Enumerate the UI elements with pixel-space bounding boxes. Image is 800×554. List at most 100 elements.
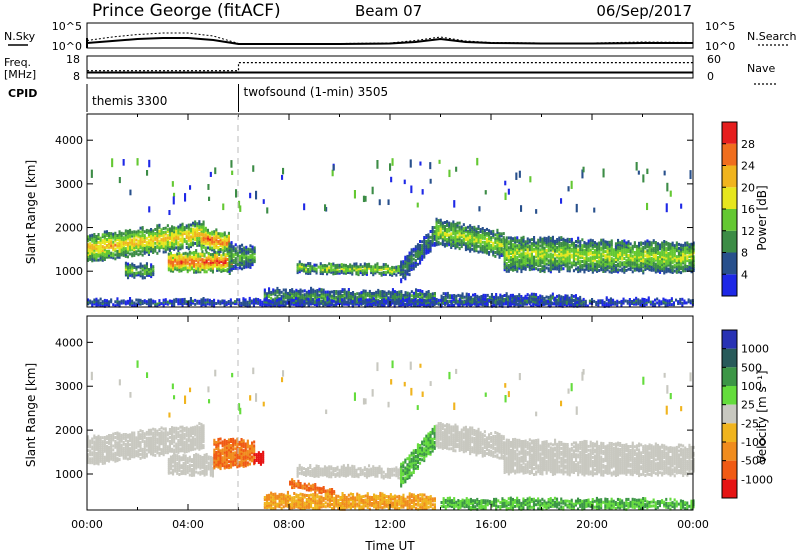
- range-cell: [602, 252, 605, 256]
- range-cell: [181, 226, 184, 230]
- range-cell: [608, 254, 611, 258]
- range-cell: [120, 301, 123, 305]
- range-cell: [609, 297, 612, 301]
- range-cell: [606, 262, 609, 266]
- range-cell: [344, 267, 347, 271]
- range-cell: [509, 299, 512, 303]
- range-cell: [394, 296, 397, 299]
- range-cell: [481, 232, 484, 236]
- range-cell: [572, 294, 575, 298]
- range-cell: [669, 244, 672, 248]
- range-cell: [483, 229, 486, 232]
- range-cell: [439, 232, 442, 236]
- range-cell: [103, 236, 106, 240]
- range-cell: [475, 229, 478, 233]
- range-cell: [488, 229, 491, 233]
- range-cell: [431, 300, 434, 304]
- range-cell: [583, 262, 586, 266]
- range-cell: [357, 298, 360, 302]
- range-cell: [654, 256, 657, 260]
- range-cell: [355, 268, 358, 272]
- range-cell: [516, 259, 519, 263]
- range-cell: [688, 245, 691, 249]
- range-cell: [147, 231, 150, 235]
- range-cell: [218, 258, 221, 262]
- range-cell: [419, 291, 422, 294]
- range-cell: [241, 259, 244, 263]
- range-cell: [190, 265, 193, 269]
- range-cell: [116, 245, 119, 249]
- range-cell: [509, 293, 512, 297]
- range-cell: [414, 260, 417, 264]
- range-cell: [511, 297, 514, 301]
- range-cell: [443, 224, 446, 228]
- range-cell: [226, 254, 229, 257]
- range-cell: [526, 243, 529, 247]
- range-cell: [171, 244, 174, 248]
- range-cell: [568, 259, 571, 263]
- range-cell: [230, 264, 233, 268]
- range-cell: [692, 267, 695, 271]
- range-cell: [177, 241, 180, 245]
- range-cell: [332, 272, 335, 276]
- range-cell: [524, 242, 527, 246]
- range-cell: [289, 290, 292, 294]
- range-cell: [589, 242, 592, 246]
- range-cell: [295, 288, 298, 292]
- range-cell: [238, 250, 241, 254]
- range-cell: [512, 237, 515, 241]
- range-cell: [99, 236, 102, 240]
- range-cell: [494, 233, 497, 237]
- range-cell: [680, 251, 683, 255]
- range-cell: [455, 294, 458, 298]
- range-cell: [488, 250, 491, 254]
- range-cell: [292, 300, 295, 304]
- range-cell: [177, 227, 180, 231]
- range-cell: [602, 262, 605, 266]
- range-cell: [342, 263, 345, 267]
- range-cell: [297, 293, 300, 297]
- range-cell: [188, 258, 191, 262]
- range-cell: [427, 298, 430, 302]
- range-cell: [238, 266, 241, 270]
- range-cell: [600, 242, 603, 246]
- range-cell: [224, 263, 227, 266]
- range-cell: [187, 237, 190, 241]
- range-cell: [127, 264, 130, 268]
- range-cell: [585, 267, 588, 271]
- range-cell: [627, 253, 630, 257]
- freq-tick-left-bottom: 8: [73, 70, 80, 83]
- range-cell: [410, 260, 413, 264]
- range-cell: [245, 257, 248, 261]
- range-cell: [298, 268, 301, 272]
- range-cell: [124, 247, 127, 251]
- range-cell: [241, 247, 244, 251]
- range-cell: [522, 261, 525, 265]
- range-cell: [524, 265, 527, 269]
- range-cell: [598, 259, 601, 263]
- range-cell: [533, 236, 536, 239]
- range-cell: [663, 251, 666, 255]
- range-cell: [536, 301, 539, 305]
- range-cell: [448, 299, 451, 303]
- range-cell: [524, 256, 527, 259]
- range-cell: [572, 304, 575, 308]
- range-cell: [158, 301, 161, 304]
- range-cell: [505, 248, 508, 252]
- range-cell: [665, 268, 668, 272]
- range-cell: [616, 299, 619, 303]
- range-cell: [441, 231, 444, 235]
- range-cell: [541, 265, 544, 269]
- range-cell: [473, 297, 476, 301]
- range-cell: [206, 300, 209, 304]
- range-cell: [122, 250, 125, 253]
- range-cell: [617, 256, 620, 260]
- range-cell: [93, 235, 96, 238]
- range-cell: [362, 291, 365, 295]
- range-cell: [492, 301, 495, 305]
- range-cell: [400, 264, 403, 268]
- range-cell: [385, 295, 388, 299]
- range-cell: [169, 261, 172, 265]
- range-cell: [483, 244, 486, 248]
- range-cell: [339, 290, 342, 294]
